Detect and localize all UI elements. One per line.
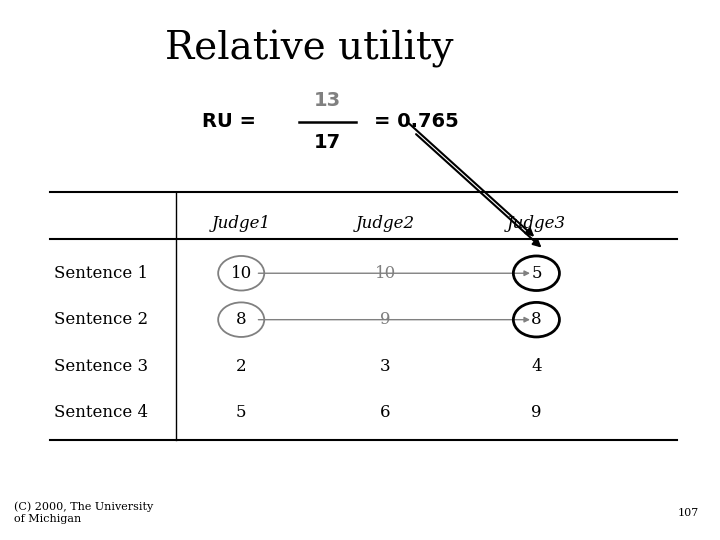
Text: 13: 13 (314, 91, 341, 111)
Text: 5: 5 (236, 404, 246, 421)
Text: 17: 17 (314, 132, 341, 152)
Text: RU =: RU = (202, 112, 256, 131)
Text: 10: 10 (230, 265, 252, 282)
Text: Judge1: Judge1 (212, 214, 271, 232)
Text: 9: 9 (380, 311, 390, 328)
Text: 9: 9 (531, 404, 541, 421)
Text: Sentence 1: Sentence 1 (54, 265, 148, 282)
Text: 4: 4 (531, 357, 541, 375)
Text: Relative utility: Relative utility (166, 30, 454, 68)
Text: 8: 8 (236, 311, 246, 328)
Text: 6: 6 (380, 404, 390, 421)
Text: 107: 107 (677, 508, 698, 518)
Text: (C) 2000, The University
of Michigan: (C) 2000, The University of Michigan (14, 502, 153, 524)
Text: = 0.765: = 0.765 (374, 112, 459, 131)
Text: 3: 3 (380, 357, 390, 375)
Text: Judge3: Judge3 (507, 214, 566, 232)
Text: Sentence 2: Sentence 2 (54, 311, 148, 328)
Text: Sentence 4: Sentence 4 (54, 404, 148, 421)
Text: Sentence 3: Sentence 3 (54, 357, 148, 375)
Text: 10: 10 (374, 265, 396, 282)
Text: Judge2: Judge2 (356, 214, 415, 232)
Text: 8: 8 (531, 311, 541, 328)
Text: 2: 2 (236, 357, 246, 375)
Text: 5: 5 (531, 265, 541, 282)
